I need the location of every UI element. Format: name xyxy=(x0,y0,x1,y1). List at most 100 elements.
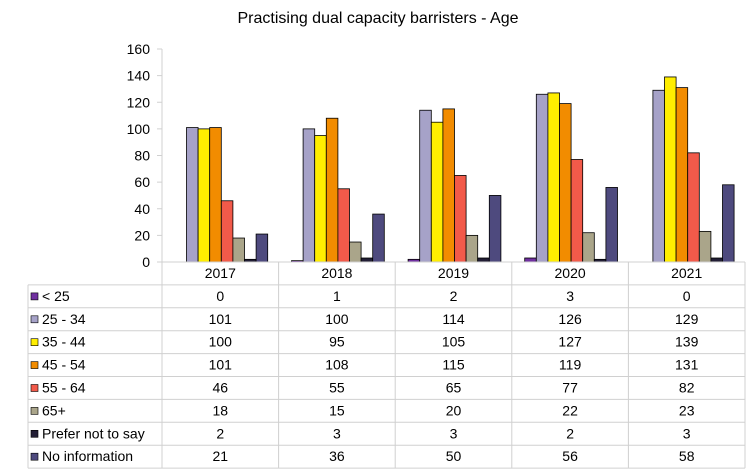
data-label: 58 xyxy=(679,448,695,464)
data-label: 0 xyxy=(216,288,224,304)
data-label: 22 xyxy=(562,402,578,418)
bar xyxy=(349,241,362,263)
data-label: 82 xyxy=(679,380,695,396)
data-label: 3 xyxy=(566,288,574,304)
legend-label: 55 - 64 xyxy=(42,380,86,396)
legend-label: 25 - 34 xyxy=(42,311,86,327)
data-label: 139 xyxy=(675,334,699,350)
y-tick-label: 60 xyxy=(134,174,150,190)
bar xyxy=(255,233,269,263)
legend-key xyxy=(30,315,39,324)
bar xyxy=(652,89,665,263)
data-label: 0 xyxy=(683,288,691,304)
bar xyxy=(488,195,502,263)
y-tick-label: 20 xyxy=(134,227,150,243)
bar xyxy=(664,76,677,263)
legend-key xyxy=(30,338,39,347)
legend-key xyxy=(30,407,39,415)
data-label: 18 xyxy=(213,402,229,418)
bar xyxy=(232,237,245,263)
bar xyxy=(477,257,490,263)
legend-key xyxy=(30,429,39,438)
bar xyxy=(430,121,444,263)
x-category-label: 2019 xyxy=(438,265,469,281)
chart-title: Practising dual capacity barristers - Ag… xyxy=(237,10,519,27)
y-tick-label: 100 xyxy=(127,121,151,137)
x-category-label: 2017 xyxy=(205,265,236,281)
data-label: 2 xyxy=(566,425,574,441)
data-label: 95 xyxy=(329,334,345,350)
data-label: 2 xyxy=(450,288,458,304)
data-label: 1 xyxy=(333,288,341,304)
data-label: 65 xyxy=(446,380,462,396)
data-label: 131 xyxy=(675,357,699,373)
data-label: 3 xyxy=(333,425,341,441)
data-label: 100 xyxy=(325,311,349,327)
bar xyxy=(454,175,467,263)
data-label: 100 xyxy=(209,334,233,350)
legend-key xyxy=(30,292,39,301)
data-label: 114 xyxy=(442,311,465,327)
bar xyxy=(605,187,618,263)
data-label: 115 xyxy=(442,357,465,373)
x-category-label: 2020 xyxy=(555,265,586,281)
bar xyxy=(675,87,689,263)
bar xyxy=(722,184,735,263)
data-label: 101 xyxy=(209,357,233,373)
legend-label: Prefer not to say xyxy=(42,425,145,441)
x-category-label: 2021 xyxy=(671,265,702,281)
data-label: 50 xyxy=(446,448,462,464)
data-label: 2 xyxy=(216,425,224,441)
data-label: 77 xyxy=(562,380,578,396)
data-label: 105 xyxy=(442,334,466,350)
bar xyxy=(372,213,385,263)
data-label: 56 xyxy=(562,448,578,464)
legend-label: 35 - 44 xyxy=(42,334,86,350)
y-tick-label: 120 xyxy=(127,94,151,110)
data-label: 20 xyxy=(446,402,462,418)
bar xyxy=(360,257,374,263)
bar xyxy=(698,230,712,263)
bar xyxy=(325,117,339,263)
data-label: 21 xyxy=(213,448,229,464)
bar xyxy=(302,128,316,263)
bar xyxy=(197,128,211,263)
bar xyxy=(710,257,723,263)
bar xyxy=(535,93,549,263)
legend-label: < 25 xyxy=(42,288,70,304)
bar xyxy=(687,152,700,263)
data-label: 119 xyxy=(559,357,582,373)
data-label: 46 xyxy=(213,380,229,396)
data-label: 127 xyxy=(558,334,582,350)
data-label: 3 xyxy=(683,425,691,441)
bar xyxy=(570,159,584,263)
y-tick-label: 0 xyxy=(142,254,150,270)
bar xyxy=(220,200,234,263)
legend-label: No information xyxy=(42,448,133,464)
y-tick-label: 140 xyxy=(127,68,151,84)
data-label: 108 xyxy=(325,357,349,373)
bar xyxy=(465,234,479,263)
y-tick-label: 80 xyxy=(134,148,150,164)
data-label: 126 xyxy=(558,311,582,327)
bar xyxy=(547,92,560,263)
data-label: 15 xyxy=(329,402,345,418)
legend-label: 45 - 54 xyxy=(42,357,86,373)
bar xyxy=(559,103,572,263)
y-tick-label: 160 xyxy=(127,41,151,57)
data-label: 101 xyxy=(209,311,233,327)
bar xyxy=(582,232,595,263)
data-label: 36 xyxy=(329,448,345,464)
data-label: 129 xyxy=(675,311,699,327)
bar xyxy=(442,108,455,263)
legend-label: 65+ xyxy=(42,402,66,418)
bar xyxy=(314,135,327,263)
bar xyxy=(186,127,199,263)
x-category-label: 2018 xyxy=(321,265,352,281)
data-label: 23 xyxy=(679,402,695,418)
bar xyxy=(209,127,222,263)
legend-key xyxy=(30,361,39,369)
bar xyxy=(419,109,432,263)
bar xyxy=(524,257,537,263)
